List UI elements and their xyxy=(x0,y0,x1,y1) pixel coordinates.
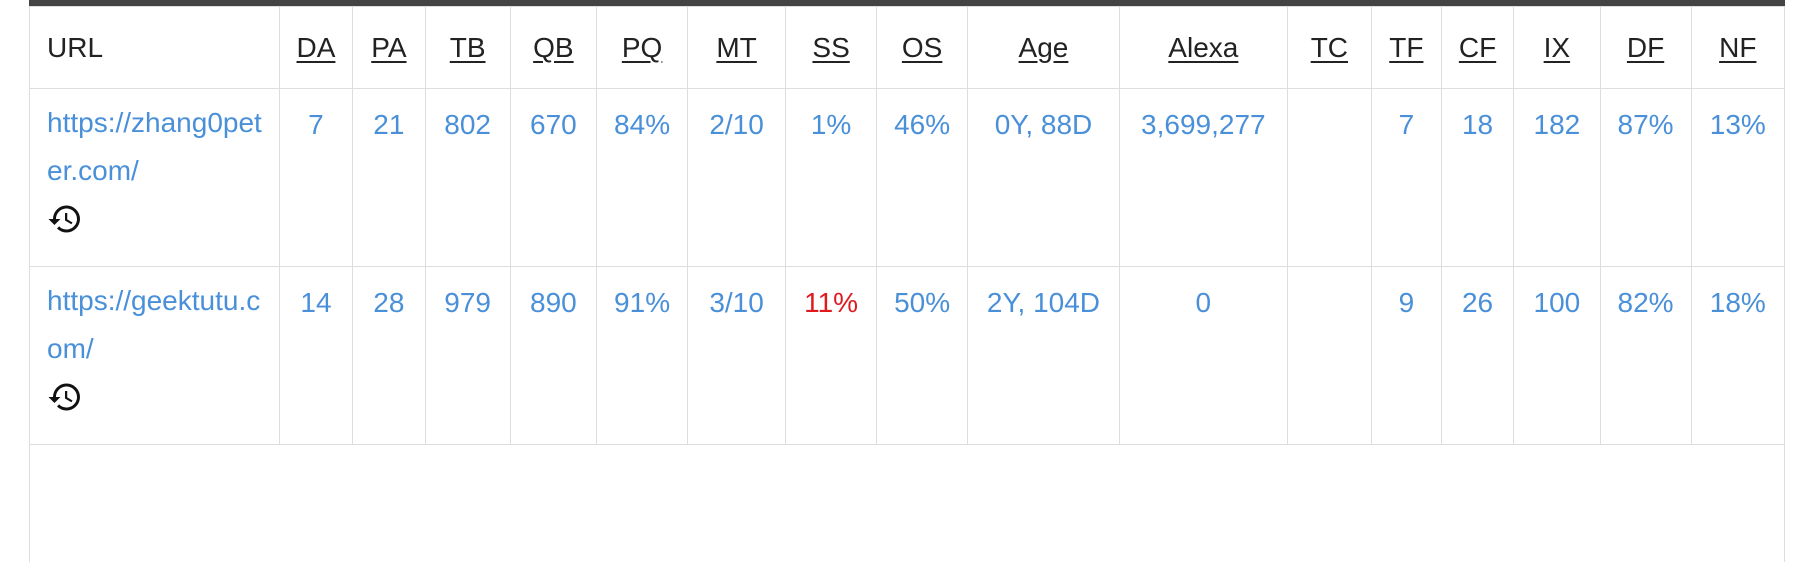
url-link[interactable]: https://zhang0peter.com/ xyxy=(47,107,262,186)
history-icon[interactable] xyxy=(47,379,83,415)
qb-cell: 670 xyxy=(509,88,598,267)
column-header-alexa[interactable]: Alexa xyxy=(1118,6,1288,89)
tf-cell: 9 xyxy=(1370,266,1442,445)
ss-cell: 1% xyxy=(785,88,878,267)
url-cell: https://zhang0peter.com/ xyxy=(29,88,280,267)
tc-cell xyxy=(1286,266,1372,445)
column-header-mt[interactable]: MT xyxy=(687,6,787,89)
tb-cell: 979 xyxy=(424,266,511,445)
column-header-cf[interactable]: CF xyxy=(1440,6,1515,89)
qb-cell: 890 xyxy=(509,266,598,445)
seo-metrics-table: URL DA PA TB QB PQ MT SS OS Age Alexa TC… xyxy=(29,6,1786,445)
os-cell: 50% xyxy=(876,266,969,445)
column-header-pa[interactable]: PA xyxy=(352,6,426,89)
os-cell: 46% xyxy=(876,88,969,267)
column-header-df[interactable]: DF xyxy=(1599,6,1692,89)
column-header-url: URL xyxy=(29,6,280,89)
nf-cell: 18% xyxy=(1690,266,1786,445)
column-header-age[interactable]: Age xyxy=(967,6,1120,89)
da-cell: 14 xyxy=(278,266,354,445)
column-header-pq[interactable]: PQ xyxy=(596,6,689,89)
url-link[interactable]: https://geektutu.com/ xyxy=(47,285,261,364)
column-header-ss[interactable]: SS xyxy=(785,6,878,89)
mt-cell: 2/10 xyxy=(687,88,787,267)
header-row: URL DA PA TB QB PQ MT SS OS Age Alexa TC… xyxy=(29,6,1786,89)
pq-cell: 84% xyxy=(596,88,689,267)
alexa-cell: 3,699,277 xyxy=(1118,88,1288,267)
history-icon[interactable] xyxy=(47,201,83,237)
pa-cell: 28 xyxy=(352,266,426,445)
da-cell: 7 xyxy=(278,88,354,267)
column-header-tc[interactable]: TC xyxy=(1286,6,1372,89)
tb-cell: 802 xyxy=(424,88,511,267)
column-header-nf[interactable]: NF xyxy=(1690,6,1786,89)
url-cell: https://geektutu.com/ xyxy=(29,266,280,445)
df-cell: 87% xyxy=(1599,88,1692,267)
table-row: https://geektutu.com/ 14 28 979 890 91% … xyxy=(29,266,1786,445)
age-cell: 0Y, 88D xyxy=(967,88,1120,267)
ix-cell: 182 xyxy=(1513,88,1601,267)
alexa-cell: 0 xyxy=(1118,266,1288,445)
top-bar xyxy=(29,0,1785,6)
column-header-da[interactable]: DA xyxy=(278,6,354,89)
tf-cell: 7 xyxy=(1370,88,1442,267)
cf-cell: 18 xyxy=(1440,88,1515,267)
table-row: https://zhang0peter.com/ 7 21 802 670 84… xyxy=(29,88,1786,267)
cf-cell: 26 xyxy=(1440,266,1515,445)
mt-cell: 3/10 xyxy=(687,266,787,445)
ss-cell: 11% xyxy=(785,266,878,445)
age-cell: 2Y, 104D xyxy=(967,266,1120,445)
column-header-tb[interactable]: TB xyxy=(424,6,511,89)
pq-cell: 91% xyxy=(596,266,689,445)
column-header-os[interactable]: OS xyxy=(876,6,969,89)
pa-cell: 21 xyxy=(352,88,426,267)
df-cell: 82% xyxy=(1599,266,1692,445)
tc-cell xyxy=(1286,88,1372,267)
column-header-tf[interactable]: TF xyxy=(1370,6,1442,89)
ix-cell: 100 xyxy=(1513,266,1601,445)
column-header-qb[interactable]: QB xyxy=(509,6,598,89)
column-header-ix[interactable]: IX xyxy=(1513,6,1601,89)
nf-cell: 13% xyxy=(1690,88,1786,267)
